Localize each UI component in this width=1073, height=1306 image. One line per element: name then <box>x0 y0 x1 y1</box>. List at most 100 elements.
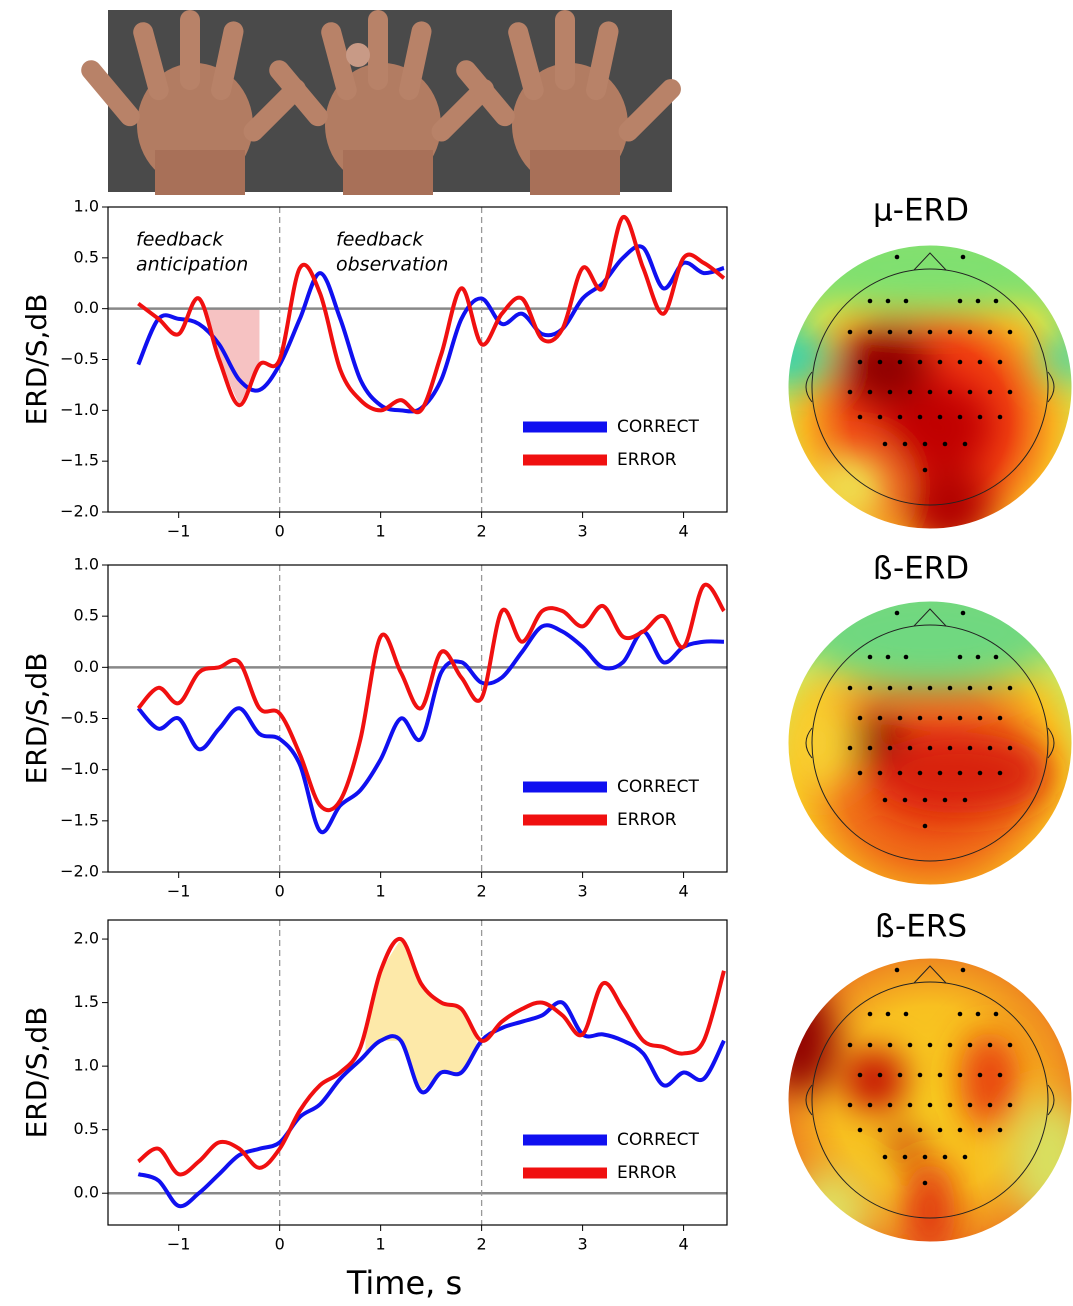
y-tick-label: 2.0 <box>74 929 99 948</box>
electrode <box>877 1072 883 1078</box>
electrode <box>997 359 1003 365</box>
electrode <box>997 1072 1003 1078</box>
electrode <box>867 685 873 691</box>
chart: −2.0 −1.5 −1.0 −0.5 0.0 0.5 1.0 −1 0 1 2 3 4 ERD/S,dB… <box>20 197 728 541</box>
electrode <box>917 1072 923 1078</box>
electrode <box>867 298 873 304</box>
finger <box>133 22 169 101</box>
electrode <box>993 1011 999 1017</box>
electrode <box>977 1127 983 1133</box>
ball <box>346 43 370 67</box>
ear <box>805 1084 813 1116</box>
electrode <box>937 715 943 721</box>
electrode <box>885 1011 891 1017</box>
electrode <box>967 1042 973 1048</box>
topomap-title: ß-ERD <box>873 551 969 587</box>
electrode <box>977 359 983 365</box>
wrist <box>343 150 433 195</box>
electrode <box>987 389 993 395</box>
y-tick-label: −1.0 <box>60 759 99 778</box>
electrode <box>987 329 993 335</box>
y-tick-label: 0.5 <box>74 606 99 625</box>
electrode <box>885 298 891 304</box>
annotation: anticipation <box>136 254 248 276</box>
electrode <box>987 685 993 691</box>
topomap-rim <box>787 957 1073 1243</box>
electrode <box>997 715 1003 721</box>
electrode <box>887 685 893 691</box>
y-tick-label: 0.5 <box>74 247 99 266</box>
significance-shade <box>203 308 260 404</box>
electrode <box>977 414 983 420</box>
electrode <box>877 414 883 420</box>
electrode <box>957 298 963 304</box>
x-tick-label: 1 <box>376 1235 386 1254</box>
electrode <box>897 359 903 365</box>
electrode <box>1007 685 1013 691</box>
electrode <box>907 1042 913 1048</box>
electrode <box>922 1154 928 1160</box>
topomap-blob <box>788 693 855 793</box>
electrode <box>975 654 981 660</box>
electrode <box>867 389 873 395</box>
finger <box>508 22 544 101</box>
electrode <box>887 1042 893 1048</box>
electrode <box>1007 1042 1013 1048</box>
electrode <box>927 329 933 335</box>
electrode <box>967 745 973 751</box>
electrode <box>937 770 943 776</box>
electrode <box>902 1154 908 1160</box>
finger <box>321 22 357 101</box>
topomap-blob <box>910 467 990 529</box>
topomap-blob <box>890 1130 920 1160</box>
electrode <box>902 797 908 803</box>
electrode <box>960 254 966 260</box>
electrode <box>962 797 968 803</box>
electrode <box>857 715 863 721</box>
nose <box>913 252 947 271</box>
legend-label: CORRECT <box>617 777 699 797</box>
electrode <box>975 1011 981 1017</box>
y-tick-label: −2.0 <box>60 862 99 881</box>
topomap-rim <box>787 600 1073 886</box>
annotation: feedback <box>336 229 424 251</box>
electrode <box>902 441 908 447</box>
ear <box>805 727 813 759</box>
electrode <box>903 1011 909 1017</box>
electrode <box>882 797 888 803</box>
electrode <box>897 1072 903 1078</box>
legend-label: CORRECT <box>617 1130 699 1150</box>
x-tick-label: 0 <box>275 522 285 541</box>
y-tick-label: 0.0 <box>74 298 99 317</box>
electrode <box>867 1042 873 1048</box>
series-line <box>137 937 726 1177</box>
finger <box>399 21 432 101</box>
electrode <box>960 967 966 973</box>
series-line <box>136 623 725 835</box>
electrode <box>847 685 853 691</box>
finger <box>368 10 388 90</box>
legend-label: ERROR <box>617 1163 677 1183</box>
electrode <box>917 715 923 721</box>
head <box>811 624 1049 862</box>
finger <box>456 60 515 127</box>
electrode <box>997 770 1003 776</box>
topomap-blob <box>790 1170 870 1242</box>
electrode <box>897 414 903 420</box>
electrode <box>887 745 893 751</box>
nose <box>913 965 947 984</box>
electrode <box>907 329 913 335</box>
y-tick-label: 0.0 <box>74 1183 99 1202</box>
electrode <box>867 654 873 660</box>
electrode <box>917 1127 923 1133</box>
electrode <box>887 329 893 335</box>
electrode <box>937 1127 943 1133</box>
plot-frame <box>107 919 728 1226</box>
ear <box>1047 727 1055 759</box>
electrode <box>947 1102 953 1108</box>
electrode <box>927 1042 933 1048</box>
x-tick-label: 3 <box>578 522 588 541</box>
electrode <box>877 359 883 365</box>
electrode <box>927 389 933 395</box>
